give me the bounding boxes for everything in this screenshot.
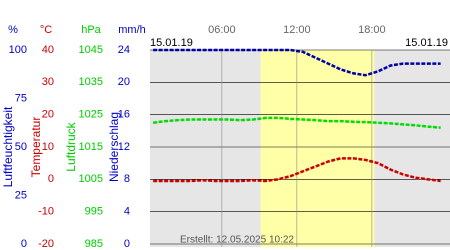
y-tick-label: 985 (85, 238, 103, 250)
footer: Erstellt: 12.05.2025 10:22 (180, 235, 294, 246)
y-tick-label: 1025 (79, 109, 103, 121)
y-tick-label: -10 (38, 206, 54, 218)
axis-title: Temperatur (29, 117, 43, 178)
y-tick-label: 30 (42, 76, 54, 88)
y-tick-label: 0 (21, 238, 27, 250)
date-left: 15.01.19 (150, 37, 193, 49)
y-tick-label: 16 (118, 109, 130, 121)
y-tick-label: 20 (118, 76, 130, 88)
y-tick-label: 20 (42, 109, 54, 121)
y-tick-label: 1015 (79, 141, 103, 153)
x-tick-label: 12:00 (283, 24, 311, 36)
y-tick-label: 75 (15, 92, 27, 104)
data-line (152, 116, 441, 129)
axis-title: Niederschlag (107, 112, 121, 182)
y-tick-label: 995 (85, 206, 103, 218)
daylight-band (260, 50, 375, 247)
date-right: 15.01.19 (405, 37, 448, 49)
y-tick-label: 12 (118, 141, 130, 153)
data-line (153, 157, 441, 183)
y-tick-label: 4 (124, 206, 130, 218)
axis-unit: °C (40, 24, 52, 36)
y-tick-label: 8 (124, 173, 130, 185)
data-line (153, 48, 441, 77)
y-tick-label: 25 (15, 189, 27, 201)
x-tick-label: 06:00 (208, 24, 236, 36)
y-tick-label: 0 (48, 173, 54, 185)
y-tick-label: 1005 (79, 173, 103, 185)
y-tick-label: 1045 (79, 44, 103, 56)
y-tick-label: 10 (42, 141, 54, 153)
y-tick-label: 1035 (79, 76, 103, 88)
y-tick-label: 0 (124, 238, 130, 250)
axis-unit: mm/h (118, 24, 146, 36)
x-tick-label: 18:00 (358, 24, 386, 36)
y-tick-label: -20 (38, 238, 54, 250)
axis-title: Luftdruck (64, 121, 78, 171)
axis-unit: hPa (81, 24, 101, 36)
y-tick-label: 24 (118, 44, 130, 56)
axis-unit: % (8, 24, 18, 36)
axis-title: Luftfeuchtigkeit (1, 106, 15, 187)
y-tick-label: 50 (15, 141, 27, 153)
y-tick-label: 100 (9, 44, 27, 56)
y-tick-label: 40 (42, 44, 54, 56)
